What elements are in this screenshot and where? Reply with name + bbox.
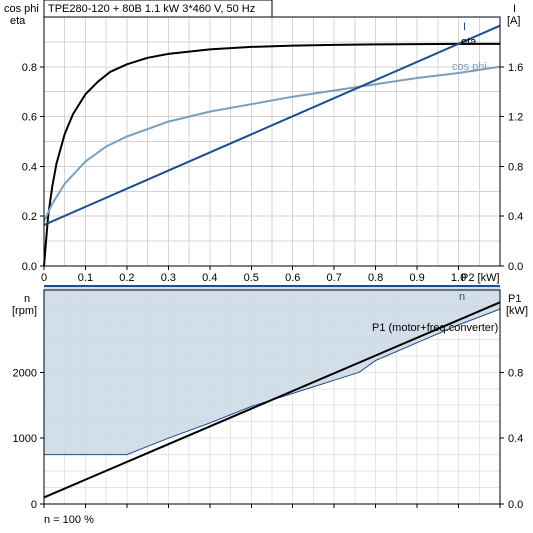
top-chart: 0 0.1 0.2 0.3 0.4 0.5 0.6 0.7 0.8 0.9 1.0 0.0 0.2 0.4… [4, 0, 523, 284]
y-right-tick-label: 0.4 [508, 211, 523, 223]
chart-title: TPE280-120 + 80B 1.1 kW 3*460 V, 50 Hz [48, 3, 255, 15]
speed-min-line [44, 308, 501, 456]
top-right-axis-label-1: I [513, 3, 516, 15]
x-tick-label: 1.0 [451, 272, 466, 284]
annotation-current: I [463, 21, 466, 33]
annotation-cosphi: cos phi [452, 61, 487, 73]
cosphi-line [43, 65, 501, 222]
bottom-y-left-tick-label: 2000 [13, 367, 37, 379]
title-box [43, 0, 273, 18]
top-grid [44, 17, 500, 266]
bottom-series [43, 285, 501, 499]
bottom-y-right-tick-label: 0.0 [508, 499, 523, 511]
eta-line [43, 42, 500, 267]
y-left-tick-label: 0.2 [22, 211, 37, 223]
bottom-y-left-tick-label: 0 [31, 499, 37, 511]
annotation-p1: P1 (motor+freq.converter) [372, 322, 498, 334]
x-tick-label: 0.7 [327, 272, 342, 284]
bottom-grid [44, 290, 500, 504]
annotation-eta: eta [461, 36, 477, 48]
y-right-tick-label: 0.0 [508, 261, 523, 273]
y-right-tick-label: 0.8 [508, 161, 523, 173]
x-tick-label: 0.5 [244, 272, 259, 284]
annotation-speed: n [459, 291, 465, 303]
top-right-axis-label-2: [A] [507, 15, 520, 27]
bottom-right-axis-label-2: [kW] [506, 305, 528, 317]
p1-line [43, 301, 501, 499]
top-ticks: 0 0.1 0.2 0.3 0.4 0.5 0.6 0.7 0.8 0.9 1.0 0.0 0.2 0.4… [22, 62, 524, 284]
top-left-axis-label-2: eta [10, 15, 26, 27]
y-left-tick-label: 0.6 [22, 112, 37, 124]
bottom-right-axis-label-1: P1 [508, 293, 521, 305]
y-right-tick-label: 1.6 [508, 62, 523, 74]
speed-footer: n = 100 % [44, 514, 94, 526]
y-left-tick-label: 0.0 [22, 261, 37, 273]
x-tick-label: 0.3 [161, 272, 176, 284]
bottom-frame [43, 289, 501, 505]
bottom-y-left-tick-label: 1000 [13, 433, 37, 445]
x-tick-label: 0.6 [285, 272, 300, 284]
x-axis-label: P2 [kW] [461, 272, 500, 284]
x-tick-label: 0.8 [368, 272, 383, 284]
x-tick-label: 0 [41, 272, 47, 284]
bottom-chart: 0 1000 2000 0.0 0.4 0.8 n [rpm] P1 [kW] n P1 … [12, 285, 528, 526]
y-left-tick-label: 0.4 [22, 161, 37, 173]
top-series [43, 24, 501, 267]
bottom-left-axis-label-1: n [24, 293, 30, 305]
bottom-ticks: 0 1000 2000 0.0 0.4 0.8 [13, 367, 524, 511]
x-tick-label: 0.4 [202, 272, 217, 284]
bottom-y-right-tick-label: 0.8 [508, 367, 523, 379]
x-tick-label: 0.2 [119, 272, 134, 284]
top-left-axis-label-1: cos phi [4, 3, 39, 15]
y-right-tick-label: 1.2 [508, 112, 523, 124]
bottom-left-axis-label-2: [rpm] [12, 305, 37, 317]
current-line [43, 24, 501, 226]
bottom-y-right-tick-label: 0.4 [508, 433, 523, 445]
x-tick-label: 0.1 [78, 272, 93, 284]
y-left-tick-label: 0.8 [22, 62, 37, 74]
x-tick-label: 0.9 [409, 272, 424, 284]
